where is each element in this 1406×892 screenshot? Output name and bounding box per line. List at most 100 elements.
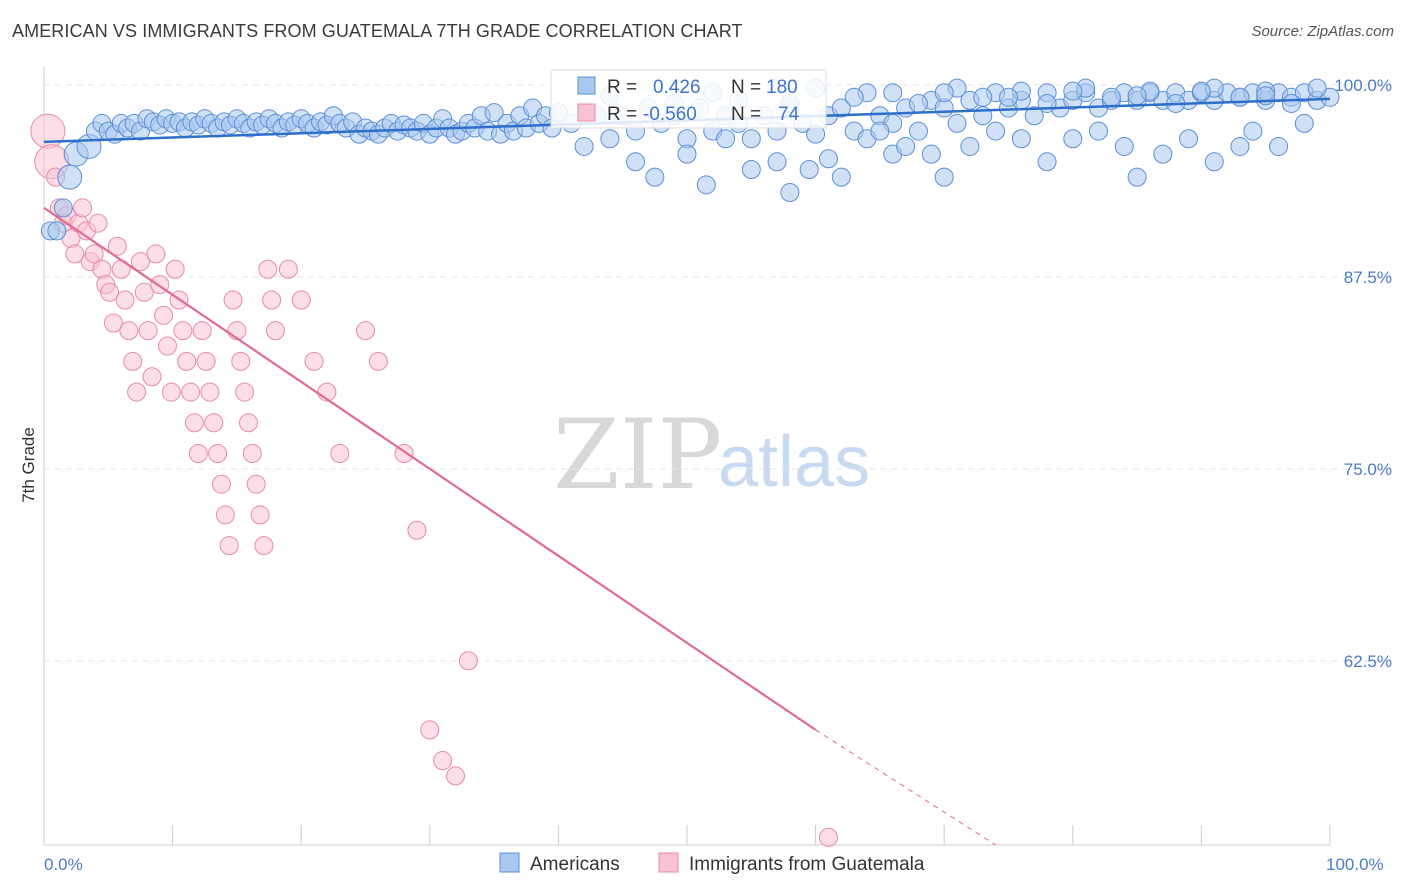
americans-point <box>1269 136 1289 156</box>
americans-point <box>1063 81 1083 101</box>
guatemala-point <box>258 259 278 279</box>
guatemala-point <box>204 413 224 433</box>
guatemala-point <box>138 321 158 341</box>
americans-point <box>818 149 838 169</box>
guatemala-swatch <box>577 103 596 122</box>
americans-point <box>716 129 736 149</box>
y-tick-labels: 62.5% 75.0% 87.5% 100.0% <box>1334 76 1392 671</box>
americans-point <box>1230 87 1250 107</box>
americans-point <box>934 167 954 187</box>
guatemala-r-label: R = <box>607 104 637 125</box>
guatemala-point <box>433 751 453 771</box>
americans-point <box>696 175 716 195</box>
guatemala-point <box>127 382 147 402</box>
guatemala-point <box>184 413 204 433</box>
y-axis-title: 7th Grade <box>19 427 38 503</box>
americans-point <box>947 113 967 133</box>
americans-swatch <box>577 76 596 95</box>
americans-point <box>484 103 504 123</box>
americans-point <box>574 136 594 156</box>
guatemala-point <box>356 321 375 341</box>
guatemala-point <box>103 313 123 333</box>
americans-point <box>831 98 851 118</box>
americans-point <box>1114 136 1134 156</box>
guatemala-point <box>173 321 193 341</box>
grid-lines <box>44 84 1392 662</box>
americans-point <box>896 136 916 156</box>
americans-point <box>870 121 890 141</box>
guatemala-n-value: 74 <box>778 104 800 125</box>
americans-point <box>1179 129 1199 149</box>
guatemala-r-value: -0.560 <box>643 104 697 125</box>
y-tick-label: 100.0% <box>1334 76 1392 95</box>
americans-point <box>1204 152 1224 172</box>
guatemala-point <box>818 827 838 847</box>
guatemala-point <box>235 382 255 402</box>
americans-point <box>1127 167 1147 187</box>
americans-n-value: 180 <box>766 77 798 98</box>
guatemala-point <box>123 351 143 371</box>
x-tick-label-max: 100.0% <box>1326 855 1384 874</box>
guatemala-point <box>119 321 139 341</box>
americans-point <box>645 167 665 187</box>
legend-guatemala-swatch <box>658 852 679 873</box>
guatemala-point <box>265 321 285 341</box>
guatemala-n-label: N = <box>731 104 761 125</box>
americans-point <box>960 136 980 156</box>
americans-point <box>1230 136 1250 156</box>
guatemala-point <box>88 213 108 233</box>
americans-point <box>1320 87 1340 107</box>
americans-point <box>47 221 67 241</box>
americans-point <box>1153 144 1173 164</box>
y-tick-label: 62.5% <box>1344 652 1392 671</box>
guatemala-point <box>157 336 177 356</box>
americans-point <box>908 93 928 113</box>
guatemala-point <box>146 244 166 264</box>
legend: Americans Immigrants from Guatemala <box>499 852 925 875</box>
americans-point <box>1243 121 1263 141</box>
guatemala-point <box>161 382 181 402</box>
chart-title: AMERICAN VS IMMIGRANTS FROM GUATEMALA 7T… <box>12 21 743 41</box>
guatemala-point <box>115 290 135 310</box>
americans-point <box>844 87 864 107</box>
guatemala-point <box>368 351 388 371</box>
guatemala-point <box>215 505 235 525</box>
x-tick-label-min: 0.0% <box>44 855 83 874</box>
guatemala-point <box>446 766 466 786</box>
guatemala-point <box>458 651 478 671</box>
americans-point <box>1011 129 1031 149</box>
y-tick-label: 87.5% <box>1344 268 1392 287</box>
americans-point <box>677 144 697 164</box>
guatemala-point <box>73 198 93 218</box>
americans-point <box>1294 113 1314 133</box>
guatemala-point <box>262 290 282 310</box>
americans-n-label: N = <box>731 77 761 98</box>
guatemala-point <box>134 282 154 302</box>
americans-point <box>1037 152 1057 172</box>
guatemala-point <box>250 505 270 525</box>
legend-americans-label: Americans <box>530 854 620 875</box>
guatemala-point <box>246 474 266 494</box>
guatemala-point <box>231 351 251 371</box>
guatemala-point <box>219 536 239 556</box>
guatemala-point <box>223 290 243 310</box>
americans-point <box>767 152 787 172</box>
guatemala-point <box>130 252 150 272</box>
americans-point <box>1101 87 1121 107</box>
y-tick-label: 75.0% <box>1344 460 1392 479</box>
guatemala-point <box>111 259 131 279</box>
americans-r-value: 0.426 <box>653 77 701 98</box>
americans-point <box>1024 106 1044 126</box>
americans-point <box>780 183 800 202</box>
guatemala-point <box>142 367 162 387</box>
guatemala-trend-line <box>43 206 817 731</box>
guatemala-points <box>30 113 838 847</box>
guatemala-point <box>254 536 274 556</box>
guatemala-point <box>65 244 85 264</box>
source-credit: Source: ZipAtlas.com <box>1251 23 1394 40</box>
guatemala-point <box>278 259 298 279</box>
legend-guatemala-label: Immigrants from Guatemala <box>689 854 925 875</box>
guatemala-point <box>208 444 228 463</box>
guatemala-point <box>192 321 212 341</box>
